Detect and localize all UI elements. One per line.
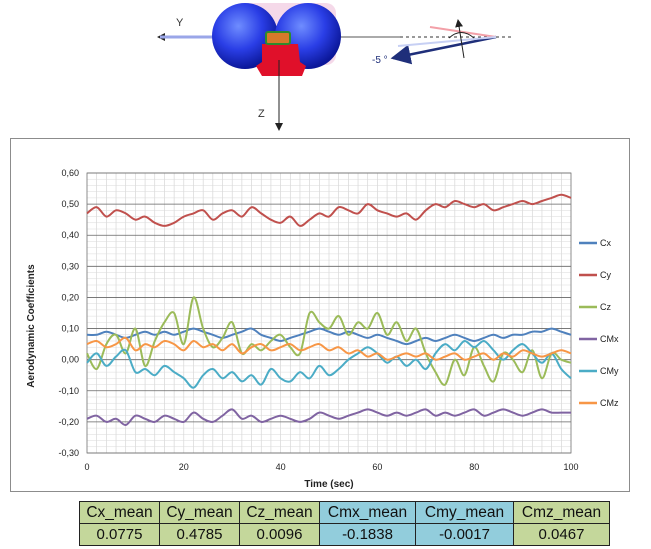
legend-item-cz: Cz [579, 302, 611, 312]
series-line-cmz [86, 336, 572, 361]
rotation-arc [448, 32, 475, 39]
value-cmz-mean: 0.0467 [513, 523, 610, 546]
legend-item-cx: Cx [579, 238, 611, 248]
legend-item-cmx: CMx [579, 334, 619, 344]
legend-label: CMz [600, 398, 619, 408]
y-axis-label: Y [176, 17, 184, 29]
z-axis-label: Z [258, 108, 265, 120]
chart-legend: Cx Cy Cz CMx CMy CMz [579, 238, 619, 408]
chart-series [86, 193, 572, 426]
header-cy-mean: Cy_mean [159, 501, 240, 524]
legend-item-cy: Cy [579, 270, 611, 280]
x-tick-label: 20 [179, 462, 189, 472]
y-tick-label: -0,30 [58, 448, 79, 458]
x-tick-label: 80 [469, 462, 479, 472]
legend-label: Cz [600, 302, 611, 312]
table-value-row: 0.0775 0.4785 0.0096 -0.1838 -0.0017 0.0… [79, 523, 610, 546]
legend-label: CMy [600, 366, 619, 376]
y-tick-label: -0,20 [58, 417, 79, 427]
x-tick-label: 40 [276, 462, 286, 472]
legend-label: Cy [600, 270, 611, 280]
y-tick-label: 0,50 [61, 199, 79, 209]
x-tick-label: 100 [563, 462, 578, 472]
legend-item-cmy: CMy [579, 366, 619, 376]
legend-item-cmz: CMz [579, 398, 619, 408]
x-tick-label: 60 [372, 462, 382, 472]
header-cmz-mean: Cmz_mean [513, 501, 610, 524]
series-line-cx [86, 327, 572, 346]
y-tick-label: 0,30 [61, 261, 79, 271]
plot-area-border [86, 172, 572, 454]
y-tick-label: 0,60 [61, 168, 79, 178]
chart-frame [10, 138, 630, 492]
y-axis-title: Aerodynamic Coefficients [26, 264, 37, 388]
vehicle-axis-diagram: Y Z -5 ° [157, 3, 512, 131]
value-cx-mean: 0.0775 [79, 523, 160, 546]
value-cz-mean: 0.0096 [239, 523, 320, 546]
y-tick-label: 0,20 [61, 292, 79, 302]
header-cmx-mean: Cmx_mean [319, 501, 416, 524]
left-sphere [212, 3, 278, 69]
series-line-cz [86, 296, 572, 386]
header-cz-mean: Cz_mean [239, 501, 320, 524]
incidence-arrow [390, 35, 497, 65]
angle-label: -5 ° [372, 55, 388, 66]
mean-coefficients-table: Cx_mean Cy_mean Cz_mean Cmx_mean Cmy_mea… [79, 501, 610, 546]
legend-label: CMx [600, 334, 619, 344]
series-line-cmx [86, 408, 571, 426]
red-body [256, 44, 306, 76]
table-header-row: Cx_mean Cy_mean Cz_mean Cmx_mean Cmy_mea… [79, 501, 610, 524]
header-cx-mean: Cx_mean [79, 501, 160, 524]
chart-gridlines [86, 172, 572, 454]
value-cy-mean: 0.4785 [159, 523, 240, 546]
y-tick-label: 0,40 [61, 230, 79, 240]
value-cmy-mean: -0.0017 [415, 523, 514, 546]
series-line-cy [86, 193, 572, 227]
x-tick-label: 0 [84, 462, 89, 472]
x-axis-title: Time (sec) [304, 479, 353, 490]
vertical-axis-arrow [455, 19, 465, 59]
legend-label: Cx [600, 238, 611, 248]
y-tick-label: 0,00 [61, 355, 79, 365]
header-cmy-mean: Cmy_mean [415, 501, 514, 524]
aero-coefficients-chart: -0,30 -0,20 -0,10 0,00 0,10 0,20 0,30 0,40 0,50 0… [26, 168, 619, 490]
chart-ticks: -0,30 -0,20 -0,10 0,00 0,10 0,20 0,30 0,40 0,50 0… [58, 168, 578, 472]
value-cmx-mean: -0.1838 [319, 523, 416, 546]
y-tick-label: 0,10 [61, 324, 79, 334]
series-line-cmy [86, 340, 572, 389]
y-tick-label: -0,10 [58, 386, 79, 396]
